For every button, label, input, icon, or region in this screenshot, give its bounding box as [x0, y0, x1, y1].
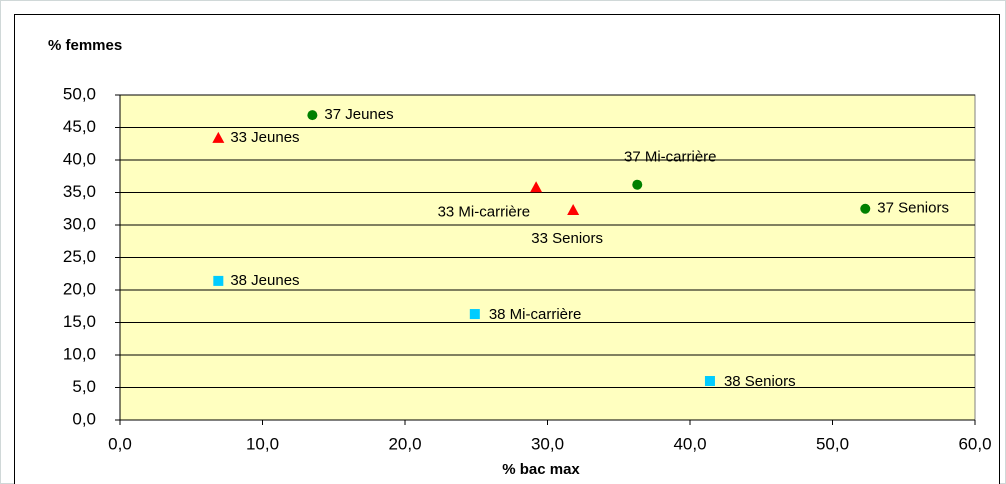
point-label: 33 Mi-carrière: [438, 203, 531, 220]
point: [860, 203, 871, 214]
point-label: 37 Seniors: [877, 200, 949, 217]
y-tick-label: 20,0: [63, 279, 96, 298]
y-tick-label: 45,0: [63, 117, 96, 136]
point: [567, 204, 580, 216]
y-tick-label: 5,0: [72, 377, 96, 396]
x-tick-label: 50,0: [816, 434, 849, 453]
point-label: 37 Jeunes: [324, 106, 393, 123]
y-tick-label: 40,0: [63, 149, 96, 168]
point: [213, 275, 224, 286]
y-tick-label: 35,0: [63, 182, 96, 201]
y-axis-title: % femmes: [48, 37, 122, 54]
y-tick-label: 50,0: [63, 84, 96, 103]
x-tick-label: 0,0: [108, 434, 132, 453]
point-label: 33 Jeunes: [230, 129, 299, 146]
point: [469, 309, 480, 320]
y-tick-label: 25,0: [63, 247, 96, 266]
point-label: 37 Mi-carrière: [624, 149, 717, 166]
x-tick-label: 40,0: [673, 434, 706, 453]
y-tick-label: 0,0: [72, 409, 96, 428]
point-label: 38 Seniors: [724, 373, 796, 390]
point: [530, 181, 543, 193]
y-tick-label: 15,0: [63, 312, 96, 331]
point: [704, 376, 715, 386]
point-label: 33 Seniors: [531, 230, 603, 247]
point: [212, 131, 225, 143]
x-axis-title: % bac max: [502, 461, 580, 478]
x-tick-label: 10,0: [246, 434, 279, 453]
point-label: 38 Jeunes: [230, 272, 299, 289]
point: [307, 110, 318, 121]
x-tick-label: 60,0: [958, 434, 991, 453]
x-tick-label: 30,0: [531, 434, 564, 453]
point: [632, 179, 643, 190]
point-label: 38 Mi-carrière: [489, 306, 582, 323]
y-tick-label: 30,0: [63, 214, 96, 233]
x-tick-label: 20,0: [388, 434, 421, 453]
y-tick-label: 10,0: [63, 344, 96, 363]
